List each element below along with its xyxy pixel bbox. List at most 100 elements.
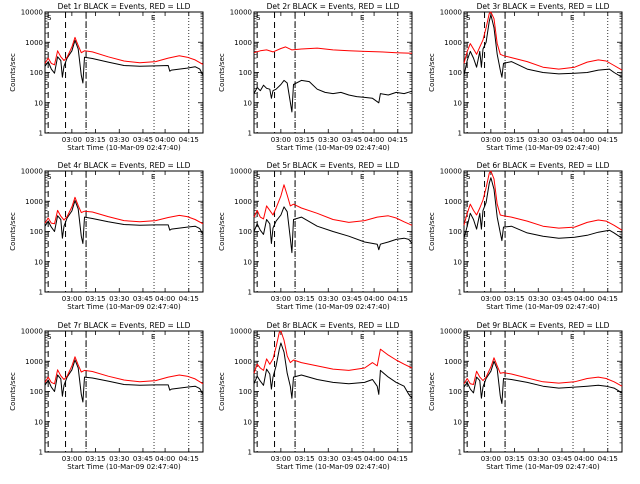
x-tick-label: 04:00 xyxy=(574,136,594,144)
lld-series-line xyxy=(253,46,413,54)
x-axis-label: Start Time (10-Mar-09 02:47:40) xyxy=(276,463,390,471)
panel-det5: Det 5r BLACK = Events, RED = LLD 1 10 100 10… xyxy=(218,161,413,311)
x-tick-label: 03:15 xyxy=(294,455,314,463)
y-axis-label: Counts/sec xyxy=(218,53,226,92)
y-tick-label: 1 xyxy=(39,130,43,138)
y-axis-label: Counts/sec xyxy=(9,53,17,92)
end-marker: E xyxy=(151,333,155,341)
y-tick-label: 10000 xyxy=(230,168,252,176)
y-tick-label: 10000 xyxy=(230,328,252,336)
panel-det4: Det 4r BLACK = Events, RED = LLD 1 10 100 10… xyxy=(9,161,204,311)
end-marker: E xyxy=(360,173,364,181)
x-tick-label: 03:30 xyxy=(109,136,129,144)
end-marker: E xyxy=(360,14,364,22)
x-tick-label: 03:45 xyxy=(552,455,572,463)
y-tick-label: 1 xyxy=(458,130,462,138)
x-tick-label: 03:00 xyxy=(62,295,82,303)
events-series-line xyxy=(44,39,204,84)
y-tick-label: 10000 xyxy=(230,9,252,17)
x-tick-label: 03:15 xyxy=(85,295,105,303)
x-axis-label: Start Time (10-Mar-09 02:47:40) xyxy=(67,303,181,311)
events-series-line xyxy=(253,79,413,113)
lld-series-line xyxy=(44,36,204,66)
panel-frame xyxy=(463,170,623,293)
x-tick-label: 03:45 xyxy=(133,455,153,463)
x-tick-label: 03:00 xyxy=(481,295,501,303)
y-tick-label: 10 xyxy=(243,418,252,426)
y-tick-label: 1000 xyxy=(25,198,43,206)
y-tick-label: 1000 xyxy=(444,358,462,366)
y-tick-label: 10 xyxy=(453,99,462,107)
start-marker: S xyxy=(47,14,52,22)
panel-det6: Det 6r BLACK = Events, RED = LLD 1 10 100 10… xyxy=(428,161,623,311)
panel-title: Det 6r BLACK = Events, RED = LLD xyxy=(477,161,610,170)
y-tick-label: 1000 xyxy=(234,39,252,47)
lld-series-line xyxy=(253,330,413,374)
x-tick-label: 03:15 xyxy=(294,295,314,303)
x-tick-label: 04:15 xyxy=(388,455,408,463)
y-tick-label: 10 xyxy=(243,99,252,107)
x-tick-label: 03:00 xyxy=(62,136,82,144)
panel-title: Det 2r BLACK = Events, RED = LLD xyxy=(267,2,400,11)
events-series-line xyxy=(44,200,204,244)
x-axis-label: Start Time (10-Mar-09 02:47:40) xyxy=(276,144,390,152)
x-axis-label: Start Time (10-Mar-09 02:47:40) xyxy=(486,144,600,152)
panel-title: Det 4r BLACK = Events, RED = LLD xyxy=(58,161,191,170)
x-tick-label: 03:00 xyxy=(271,295,291,303)
x-axis-label: Start Time (10-Mar-09 02:47:40) xyxy=(67,463,181,471)
panel-frame xyxy=(44,330,204,453)
x-tick-label: 03:45 xyxy=(552,295,572,303)
panel-title: Det 5r BLACK = Events, RED = LLD xyxy=(267,161,400,170)
panel-det1: Det 1r BLACK = Events, RED = LLD 1 10 100 10… xyxy=(9,2,204,152)
panel-title: Det 9r BLACK = Events, RED = LLD xyxy=(477,321,610,330)
x-tick-label: 04:00 xyxy=(155,295,175,303)
lld-series-line xyxy=(463,11,623,71)
x-tick-label: 04:15 xyxy=(388,136,408,144)
panel-det9: Det 9r BLACK = Events, RED = LLD 1 10 100 10… xyxy=(428,321,623,471)
y-tick-label: 10 xyxy=(453,418,462,426)
y-axis-label: Counts/sec xyxy=(428,53,436,92)
panel-title: Det 8r BLACK = Events, RED = LLD xyxy=(267,321,400,330)
y-tick-label: 100 xyxy=(449,228,462,236)
x-tick-label: 04:00 xyxy=(364,455,384,463)
x-tick-label: 03:15 xyxy=(85,455,105,463)
y-tick-label: 100 xyxy=(30,388,43,396)
y-tick-label: 1000 xyxy=(234,198,252,206)
y-tick-label: 1000 xyxy=(444,198,462,206)
x-tick-label: 03:00 xyxy=(62,455,82,463)
start-marker: S xyxy=(256,173,261,181)
lld-series-line xyxy=(44,356,204,385)
x-tick-label: 03:00 xyxy=(481,455,501,463)
x-tick-label: 04:15 xyxy=(598,455,618,463)
x-tick-label: 03:15 xyxy=(504,455,524,463)
x-tick-label: 04:00 xyxy=(574,455,594,463)
x-tick-label: 04:15 xyxy=(598,136,618,144)
x-tick-label: 04:00 xyxy=(155,136,175,144)
y-tick-label: 1000 xyxy=(25,358,43,366)
y-axis-label: Counts/sec xyxy=(218,212,226,251)
panel-det2: Det 2r BLACK = Events, RED = LLD 1 10 100 10… xyxy=(218,2,413,152)
start-marker: S xyxy=(47,173,52,181)
y-tick-label: 10 xyxy=(34,258,43,266)
end-marker: E xyxy=(151,173,155,181)
panel-title: Det 7r BLACK = Events, RED = LLD xyxy=(58,321,191,330)
x-tick-label: 03:00 xyxy=(271,455,291,463)
x-tick-label: 03:00 xyxy=(271,136,291,144)
y-tick-label: 1 xyxy=(39,289,43,297)
x-tick-label: 03:30 xyxy=(318,295,338,303)
x-axis-label: Start Time (10-Mar-09 02:47:40) xyxy=(486,303,600,311)
x-tick-label: 03:45 xyxy=(342,455,362,463)
end-marker: E xyxy=(570,14,574,22)
panel-frame xyxy=(253,11,413,134)
start-marker: S xyxy=(256,333,261,341)
y-tick-label: 1 xyxy=(39,449,43,457)
x-tick-label: 04:00 xyxy=(364,295,384,303)
y-tick-label: 100 xyxy=(30,228,43,236)
x-tick-label: 03:15 xyxy=(294,136,314,144)
panel-det8: Det 8r BLACK = Events, RED = LLD 1 10 100 10… xyxy=(218,321,413,471)
lld-series-line xyxy=(463,170,623,231)
y-axis-label: Counts/sec xyxy=(9,372,17,411)
y-tick-label: 1 xyxy=(458,449,462,457)
y-axis-label: Counts/sec xyxy=(428,212,436,251)
